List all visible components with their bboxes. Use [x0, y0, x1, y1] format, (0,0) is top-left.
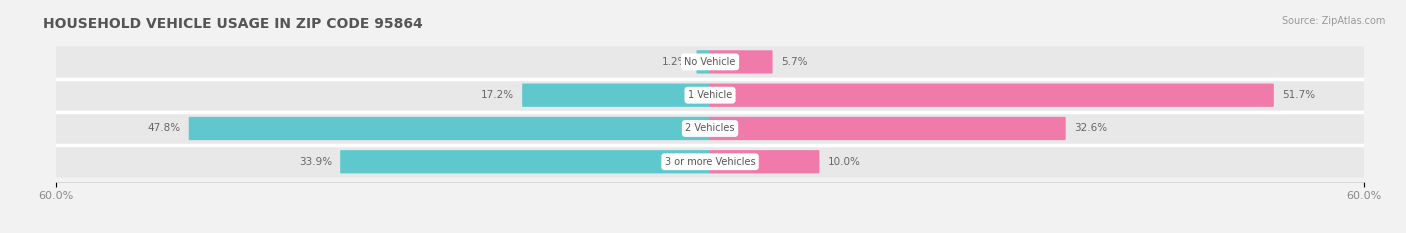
Text: 2 Vehicles: 2 Vehicles [685, 123, 735, 134]
FancyBboxPatch shape [710, 84, 1274, 107]
Text: 1 Vehicle: 1 Vehicle [688, 90, 733, 100]
FancyBboxPatch shape [340, 150, 710, 173]
Text: No Vehicle: No Vehicle [685, 57, 735, 67]
FancyBboxPatch shape [710, 50, 772, 74]
FancyBboxPatch shape [710, 150, 820, 173]
FancyBboxPatch shape [56, 113, 1364, 144]
Text: 51.7%: 51.7% [1282, 90, 1315, 100]
FancyBboxPatch shape [710, 117, 1066, 140]
Text: 10.0%: 10.0% [828, 157, 860, 167]
FancyBboxPatch shape [696, 50, 710, 74]
Text: HOUSEHOLD VEHICLE USAGE IN ZIP CODE 95864: HOUSEHOLD VEHICLE USAGE IN ZIP CODE 9586… [44, 17, 423, 31]
FancyBboxPatch shape [56, 79, 1364, 111]
FancyBboxPatch shape [56, 146, 1364, 177]
Text: 1.2%: 1.2% [662, 57, 689, 67]
Text: Source: ZipAtlas.com: Source: ZipAtlas.com [1281, 16, 1385, 26]
Text: 5.7%: 5.7% [780, 57, 807, 67]
Text: 17.2%: 17.2% [481, 90, 515, 100]
Text: 3 or more Vehicles: 3 or more Vehicles [665, 157, 755, 167]
FancyBboxPatch shape [56, 46, 1364, 78]
Text: 47.8%: 47.8% [148, 123, 180, 134]
FancyBboxPatch shape [522, 84, 710, 107]
Text: 33.9%: 33.9% [299, 157, 332, 167]
Text: 32.6%: 32.6% [1074, 123, 1107, 134]
FancyBboxPatch shape [188, 117, 710, 140]
